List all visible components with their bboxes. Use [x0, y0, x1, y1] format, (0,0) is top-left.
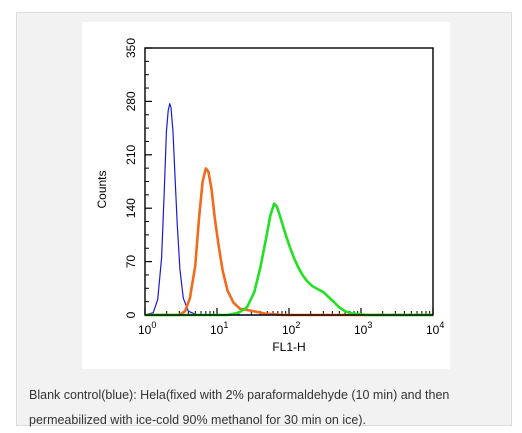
y-tick-label: 140 [124, 198, 138, 218]
x-tick-label: 104 [426, 320, 444, 337]
tick-layer: 100 101 102 103 104 0 70 140 210 280 350 [124, 38, 444, 337]
x-tick-label: 102 [282, 320, 300, 337]
x-tick-label: 100 [138, 320, 156, 337]
y-tick-label: 210 [124, 144, 138, 164]
plot-frame [144, 47, 434, 316]
series-layer [144, 103, 433, 317]
histogram-chart: 100 101 102 103 104 0 70 140 210 280 350 Counts FL… [95, 38, 444, 354]
x-tick-label: 101 [210, 320, 228, 337]
y-tick-label: 280 [124, 91, 138, 111]
x-tick-label: 103 [354, 320, 372, 337]
y-tick-label: 70 [124, 255, 138, 269]
y-tick-label: 350 [124, 38, 138, 58]
histogram-figure: 100 101 102 103 104 0 70 140 210 280 350 Counts FL… [82, 22, 450, 369]
x-axis-label: FL1-H [272, 340, 305, 354]
y-tick-label: 0 [124, 311, 138, 318]
figure-card: 100 101 102 103 104 0 70 140 210 280 350 Counts FL… [16, 12, 512, 427]
histogram-series-2 [145, 167, 433, 317]
figure-caption: Blank control(blue): Hela(fixed with 2% … [29, 388, 450, 427]
y-axis-label: Counts [95, 170, 109, 208]
histogram-series-1 [144, 103, 433, 316]
histogram-series-3 [145, 202, 433, 317]
